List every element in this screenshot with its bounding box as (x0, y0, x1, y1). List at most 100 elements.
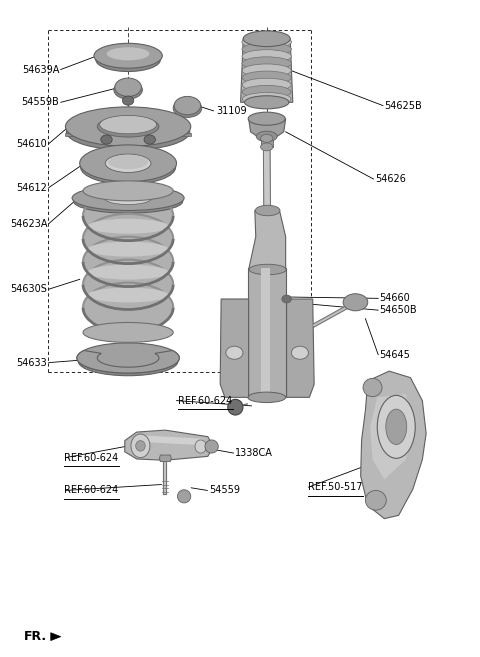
Polygon shape (142, 436, 203, 445)
Ellipse shape (108, 155, 148, 170)
Ellipse shape (83, 214, 173, 263)
Ellipse shape (94, 43, 162, 68)
Ellipse shape (242, 35, 291, 49)
Ellipse shape (83, 260, 173, 309)
Ellipse shape (97, 116, 159, 137)
Polygon shape (125, 430, 214, 461)
Ellipse shape (114, 81, 143, 99)
Text: REF.50-517: REF.50-517 (309, 482, 363, 492)
Ellipse shape (248, 392, 286, 403)
Polygon shape (370, 394, 415, 480)
Ellipse shape (242, 93, 291, 106)
Text: 54650B: 54650B (380, 305, 417, 315)
Text: 54639A: 54639A (22, 64, 60, 74)
Ellipse shape (242, 43, 291, 56)
Ellipse shape (83, 237, 173, 286)
Ellipse shape (242, 71, 291, 84)
Text: 54633: 54633 (17, 357, 48, 368)
Text: REF.60-624: REF.60-624 (64, 453, 118, 463)
Polygon shape (249, 119, 286, 137)
Polygon shape (240, 39, 293, 102)
Text: 54630S: 54630S (11, 284, 48, 294)
Ellipse shape (242, 57, 291, 70)
Ellipse shape (83, 181, 173, 201)
Text: 1338CA: 1338CA (235, 448, 273, 458)
Ellipse shape (173, 99, 202, 118)
Text: 54660: 54660 (380, 293, 410, 304)
Ellipse shape (386, 409, 407, 445)
Ellipse shape (249, 264, 286, 275)
Ellipse shape (107, 47, 149, 60)
Ellipse shape (65, 107, 191, 147)
Ellipse shape (83, 191, 173, 240)
Ellipse shape (242, 50, 291, 63)
Ellipse shape (244, 96, 289, 109)
Ellipse shape (104, 191, 152, 204)
Ellipse shape (144, 135, 156, 144)
Polygon shape (159, 455, 171, 462)
Ellipse shape (72, 185, 184, 210)
Ellipse shape (122, 96, 134, 105)
Polygon shape (220, 299, 249, 397)
Ellipse shape (87, 219, 168, 234)
Ellipse shape (261, 143, 273, 151)
Ellipse shape (365, 490, 386, 510)
Ellipse shape (242, 85, 291, 99)
Ellipse shape (256, 131, 277, 142)
Ellipse shape (242, 64, 291, 77)
Ellipse shape (81, 150, 176, 184)
Ellipse shape (248, 112, 285, 125)
Ellipse shape (242, 78, 291, 91)
Ellipse shape (115, 78, 142, 97)
Ellipse shape (243, 31, 290, 47)
Ellipse shape (136, 441, 145, 451)
Polygon shape (360, 371, 426, 518)
Text: 54625B: 54625B (384, 101, 422, 110)
Ellipse shape (363, 378, 382, 397)
Ellipse shape (343, 294, 368, 311)
Ellipse shape (87, 242, 168, 257)
Ellipse shape (100, 116, 156, 134)
Ellipse shape (80, 145, 177, 181)
Polygon shape (77, 350, 180, 373)
Ellipse shape (261, 135, 273, 143)
Text: FR.: FR. (24, 630, 47, 643)
Ellipse shape (205, 440, 218, 453)
Ellipse shape (87, 288, 168, 302)
Text: 54612: 54612 (16, 183, 48, 193)
Polygon shape (248, 268, 286, 397)
Ellipse shape (195, 440, 206, 453)
Ellipse shape (282, 295, 291, 303)
Ellipse shape (226, 346, 243, 359)
Text: 54626: 54626 (375, 174, 406, 184)
Text: 54559: 54559 (209, 486, 240, 495)
Ellipse shape (291, 346, 309, 359)
Ellipse shape (77, 343, 180, 373)
Text: REF.60-624: REF.60-624 (178, 396, 232, 405)
Ellipse shape (87, 265, 168, 280)
Polygon shape (261, 139, 273, 147)
Ellipse shape (87, 196, 168, 211)
Polygon shape (261, 268, 271, 397)
Ellipse shape (174, 97, 201, 115)
Polygon shape (249, 210, 286, 269)
Ellipse shape (73, 189, 183, 213)
Text: 31109: 31109 (216, 106, 247, 116)
Polygon shape (51, 633, 60, 641)
Ellipse shape (83, 283, 173, 332)
Ellipse shape (255, 205, 280, 215)
Ellipse shape (178, 489, 191, 503)
Ellipse shape (96, 48, 160, 72)
Ellipse shape (228, 399, 243, 415)
Ellipse shape (131, 434, 150, 458)
Ellipse shape (377, 396, 415, 459)
Polygon shape (287, 299, 314, 397)
Polygon shape (65, 133, 191, 137)
Text: 54645: 54645 (380, 350, 410, 360)
Ellipse shape (101, 135, 112, 144)
Text: 54623A: 54623A (10, 219, 48, 229)
Text: 54610: 54610 (17, 139, 48, 148)
Ellipse shape (66, 114, 190, 150)
Text: 54559B: 54559B (22, 97, 60, 107)
Ellipse shape (83, 323, 173, 342)
